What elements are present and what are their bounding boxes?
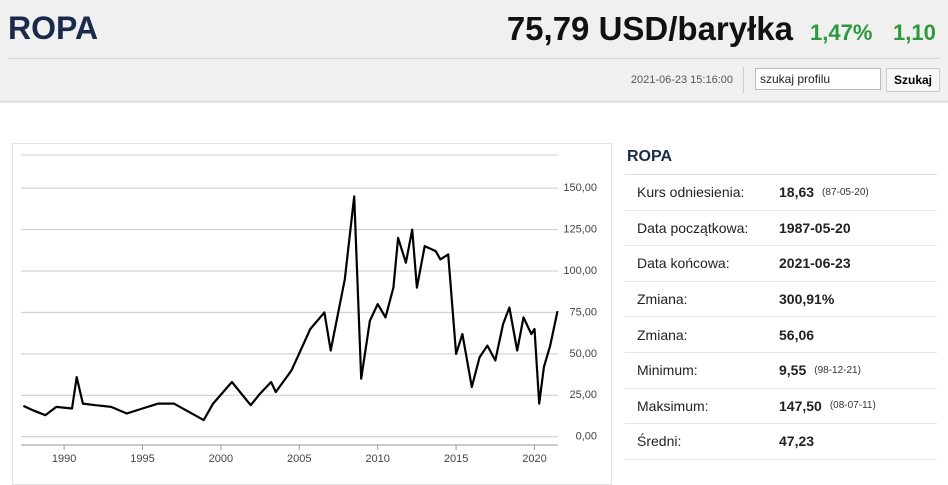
stats-title: ROPA <box>625 143 937 175</box>
stat-label: Maksimum: <box>637 397 709 414</box>
search-button[interactable]: Szukaj <box>886 68 940 92</box>
stat-label: Średni: <box>637 433 682 450</box>
y-tick-label: 0,00 <box>576 431 597 443</box>
x-tick-label: 1995 <box>130 453 154 465</box>
stats-table: Kurs odniesienia: 18,63 (87-05-20) Data poc… <box>625 175 937 460</box>
x-tick-label: 2015 <box>444 453 468 465</box>
stats-row: Zmiana: 300,91% <box>625 282 937 318</box>
stat-label: Minimum: <box>637 362 698 379</box>
stat-label: Zmiana: <box>637 291 688 308</box>
stats-row: Maksimum: 147,50 (08-07-11) <box>625 389 937 425</box>
price-line <box>22 195 559 422</box>
stat-label: Data początkowa: <box>637 219 749 236</box>
x-tick-label: 2020 <box>522 453 546 465</box>
title: ROPA <box>8 10 99 46</box>
x-tick-label: 2005 <box>287 453 311 465</box>
stat-value: 1987-05-20 <box>779 219 851 236</box>
stat-value: 47,23 <box>779 433 815 450</box>
header: ROPA 75,79 USD/baryłka 1,47% 1,10 2021-0… <box>0 0 948 103</box>
stats-row: Średni: 47,23 <box>625 424 937 460</box>
y-tick-label: 75,00 <box>569 306 597 318</box>
x-tick-label: 2010 <box>365 453 389 465</box>
stat-label: Zmiana: <box>637 326 688 343</box>
stats-row: Zmiana: 56,06 <box>625 317 937 353</box>
y-tick-label: 125,00 <box>563 223 597 235</box>
stats-row: Data końcowa: 2021-06-23 <box>625 246 937 282</box>
x-tick-label: 2000 <box>209 453 233 465</box>
separator <box>8 58 940 59</box>
price: 75,79 USD/baryłka <box>506 10 793 47</box>
y-tick-label: 50,00 <box>569 348 597 360</box>
stat-value: 56,06 <box>779 326 815 343</box>
chart: 0,00 25,00 50,00 75,00 100,00 125,00 150,00 199… <box>21 154 597 465</box>
change-pct: 1,47% <box>810 20 873 45</box>
y-tick-label: 100,00 <box>563 265 597 277</box>
stat-note: (87-05-20) <box>822 186 869 198</box>
timestamp: 2021-06-23 15:16:00 <box>630 74 733 86</box>
stat-value: 2021-06-23 <box>779 255 851 272</box>
stats-row: Data początkowa: 1987-05-20 <box>625 211 937 247</box>
chart-box: 0,00 25,00 50,00 75,00 100,00 125,00 150,00 199… <box>12 143 612 485</box>
stat-value: 9,55 <box>779 362 807 379</box>
stats-row: Kurs odniesienia: 18,63 (87-05-20) <box>625 175 937 211</box>
stats-panel: ROPA Kurs odniesienia: 18,63 (87-05-20) Dat… <box>625 143 937 460</box>
y-tick-label: 150,00 <box>563 182 597 194</box>
stat-value: 18,63 <box>779 184 815 201</box>
separator <box>743 67 744 93</box>
y-tick-label: 25,00 <box>569 389 597 401</box>
search-input[interactable]: szukaj profilu <box>755 68 881 90</box>
stat-value: 300,91% <box>779 291 835 308</box>
x-tick-label: 1990 <box>52 453 76 465</box>
stat-note: (98-12-21) <box>814 364 861 376</box>
stats-row: Minimum: 9,55 (98-12-21) <box>625 353 937 389</box>
stat-value: 147,50 <box>779 397 822 414</box>
stat-label: Kurs odniesienia: <box>637 184 745 201</box>
change-abs: 1,10 <box>893 20 936 45</box>
stat-note: (08-07-11) <box>829 400 876 412</box>
stat-label: Data końcowa: <box>637 255 730 272</box>
